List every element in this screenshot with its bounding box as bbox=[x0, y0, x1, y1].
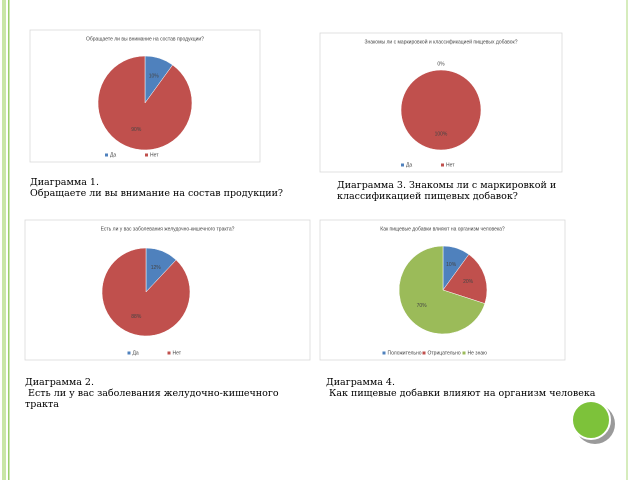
data-label: 20% bbox=[463, 279, 474, 285]
pie-slice bbox=[400, 69, 482, 151]
data-label: 88% bbox=[131, 314, 142, 320]
caption-line: Есть ли у вас заболевания желудочно-кише… bbox=[25, 388, 279, 399]
data-label: 100% bbox=[435, 131, 448, 137]
legend-swatch bbox=[401, 163, 404, 167]
legend-swatch bbox=[382, 351, 386, 355]
legend-label: Отрицательно bbox=[428, 350, 461, 356]
caption-line: Диаграмма 3. Знакомы ли с маркировкой и bbox=[337, 180, 557, 191]
caption: Диаграмма 4. Как пищевые добавки влияют … bbox=[326, 377, 595, 399]
decor-circle bbox=[571, 400, 611, 440]
chart-title: Знакомы ли с маркировкой и классификацие… bbox=[365, 38, 518, 45]
legend-swatch bbox=[462, 351, 466, 355]
data-label: 12% bbox=[151, 265, 162, 271]
caption-line: классификацией пищевых добавок? bbox=[337, 191, 518, 202]
legend-swatch bbox=[441, 163, 444, 167]
legend-label: Нет bbox=[173, 350, 182, 356]
caption-line: Обращаете ли вы внимание на состав проду… bbox=[30, 188, 283, 199]
data-label: 10% bbox=[149, 74, 160, 80]
legend-swatch bbox=[145, 153, 148, 157]
pie-slice bbox=[442, 254, 488, 304]
data-label: 70% bbox=[417, 303, 428, 309]
legend-swatch bbox=[422, 351, 426, 355]
caption: Диаграмма 2. Есть ли у вас заболевания ж… bbox=[25, 377, 279, 410]
legend-label: Нет bbox=[446, 162, 455, 168]
right-border bbox=[626, 0, 628, 480]
left-border-line bbox=[8, 0, 10, 480]
caption-line: тракта bbox=[25, 399, 59, 410]
pie-slice bbox=[398, 245, 486, 335]
caption-line: Диаграмма 1. bbox=[30, 177, 99, 188]
legend-label: Нет bbox=[150, 152, 159, 158]
pie-slice bbox=[101, 247, 191, 337]
data-label: 10% bbox=[446, 262, 457, 268]
data-label: 90% bbox=[131, 127, 142, 133]
legend-label: Да bbox=[406, 162, 412, 168]
caption-line: Диаграмма 2. bbox=[25, 377, 94, 388]
legend-label: Положительно bbox=[388, 350, 422, 356]
pie-slice bbox=[97, 55, 193, 151]
legend-swatch bbox=[105, 153, 108, 157]
caption: Диаграмма 1. Обращаете ли вы внимание на … bbox=[30, 177, 283, 199]
chart-title: Есть ли у вас заболевания желудочно-кише… bbox=[101, 226, 235, 232]
legend-label: Да bbox=[110, 152, 116, 158]
chart-title: Обращаете ли вы внимание на состав проду… bbox=[86, 36, 204, 42]
chart-title: Как пищевые добавки влияют на организм ч… bbox=[380, 226, 505, 232]
legend-swatch bbox=[127, 351, 131, 355]
caption-line: Как пищевые добавки влияют на организм ч… bbox=[326, 388, 596, 399]
legend-label: Да bbox=[133, 350, 139, 356]
data-label: 0% bbox=[437, 61, 445, 67]
left-border bbox=[2, 0, 6, 480]
legend-swatch bbox=[167, 351, 171, 355]
legend-label: Не знаю bbox=[468, 350, 488, 356]
caption-line: Диаграмма 4. bbox=[326, 377, 395, 388]
